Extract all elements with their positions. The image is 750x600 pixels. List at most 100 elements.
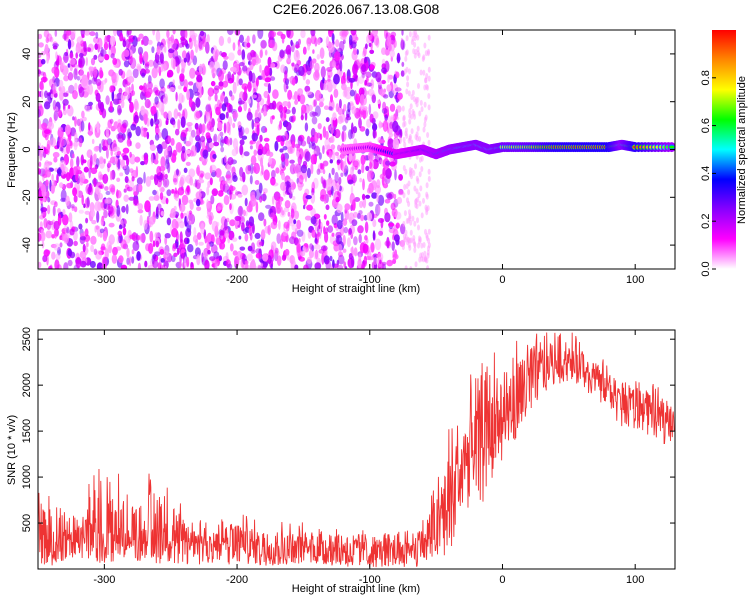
spectrogram-noise-cell [302, 245, 306, 254]
spectrogram-noise-cell [180, 116, 186, 128]
spectrogram-noise-cell [57, 246, 61, 256]
x-tick-label: -100 [359, 274, 381, 286]
spectrogram-noise-cell [53, 89, 57, 95]
spectrogram-noise-cell [314, 249, 319, 260]
spectrogram-noise-cell [297, 88, 304, 96]
spectrogram-noise-cell [150, 105, 157, 115]
spectrogram-noise-cell [192, 55, 198, 66]
spectrogram-noise-cell [388, 222, 395, 227]
spectrogram-noise-cell [40, 229, 44, 236]
spectrogram-noise-cell [187, 244, 194, 253]
spectrogram-noise-cell [385, 168, 392, 179]
spectrogram-noise-cell [175, 142, 183, 153]
spectrogram-noise-cell [116, 150, 122, 156]
spectrogram-noise-cell [66, 144, 71, 155]
spectrogram-noise-cell [275, 203, 282, 214]
spectrogram-noise-cell [346, 86, 352, 92]
spectrogram-noise-cell [396, 105, 402, 113]
spectrogram-noise-cell [206, 34, 210, 44]
spectrogram-noise-cell [228, 116, 233, 127]
spectrogram-noise-cell [122, 39, 127, 48]
spectrogram-noise-cell [386, 259, 394, 267]
spectrogram-noise-cell [131, 249, 135, 255]
spectrogram-noise-cell [247, 245, 253, 252]
spectrogram-noise-cell [250, 155, 257, 166]
spectrogram-noise-cell [134, 100, 140, 112]
spectrogram-noise-cell [120, 239, 127, 249]
spectrogram-noise-cell [181, 68, 185, 74]
spectrogram-noise-cell [413, 41, 417, 48]
spectrogram-noise-cell [322, 169, 326, 175]
spectrogram-noise-cell [420, 242, 424, 249]
spectrogram-noise-cell [159, 248, 165, 255]
spectrogram-noise-cell [175, 91, 178, 102]
spectrogram-noise-cell [408, 68, 411, 75]
spectrogram-noise-cell [203, 248, 209, 260]
spectrogram-noise-cell [239, 62, 245, 67]
spectrogram-noise-cell [280, 64, 286, 73]
spectrogram-noise-cell [123, 164, 127, 170]
spectrogram-noise-cell [249, 61, 254, 71]
spectrogram-noise-cell [196, 74, 203, 83]
spectrogram-noise-cell [136, 65, 142, 72]
spectrogram-noise-cell [85, 217, 89, 224]
spectrogram-noise-cell [232, 42, 236, 51]
spectrogram-noise-cell [223, 122, 227, 134]
spectrogram-noise-cell [373, 256, 378, 266]
spectrogram-noise-cell [209, 164, 217, 173]
spectrogram-noise-cell [351, 219, 358, 227]
spectrogram-noise-cell [247, 164, 252, 172]
spectrogram-noise-cell [188, 81, 194, 86]
spectrogram-noise-cell [308, 249, 314, 259]
y-tick-label: 40 [21, 48, 33, 60]
spectrogram-noise-cell [180, 129, 188, 138]
spectrogram-noise-cell [418, 200, 422, 207]
spectrogram-noise-cell [418, 136, 422, 142]
spectrogram-noise-cell [160, 258, 165, 263]
spectrogram-noise-cell [244, 127, 250, 135]
spectrogram-noise-cell [80, 260, 87, 268]
figure-title: C2E6.2026.067.13.08.G08 [273, 1, 440, 17]
spectrogram-noise-cell [376, 179, 381, 189]
spectrogram-noise-cell [40, 203, 44, 214]
spectrogram-noise-cell [207, 249, 211, 255]
spectrogram-noise-cell [152, 240, 156, 248]
spectrogram-noise-cell [128, 38, 134, 43]
spectrogram-noise-cell [137, 262, 141, 269]
spectrogram-noise-cell [175, 221, 179, 229]
x-tick-label: -200 [226, 574, 248, 586]
spectrogram-noise-cell [118, 224, 123, 230]
spectrogram-noise-cell [349, 193, 355, 205]
spectrogram-noise-cell [38, 261, 42, 269]
spectrogram-noise-cell [320, 176, 324, 184]
spectrogram-noise-cell [219, 131, 224, 137]
spectrogram-noise-cell [69, 52, 74, 59]
spectrogram-noise-cell [276, 255, 282, 266]
spectrogram-noise-cell [38, 42, 44, 48]
spectrogram-noise-cell [346, 237, 351, 248]
spectrogram-noise-cell [165, 120, 169, 125]
spectrogram-noise-cell [411, 35, 415, 42]
spectrogram-noise-cell [69, 58, 76, 65]
spectrogram-noise-cell [162, 250, 170, 258]
spectrogram-noise-cell [311, 111, 318, 117]
spectrogram-noise-cell [116, 189, 119, 199]
spectrogram-noise-cell [139, 233, 146, 243]
spectrogram-noise-cell [200, 173, 204, 178]
spectrogram-noise-cell [97, 99, 102, 110]
spectrogram-noise-cell [390, 115, 395, 120]
colorbar-tick-label: 0.2 [700, 214, 712, 229]
spectrogram-noise-cell [349, 102, 355, 111]
spectrogram-noise-cell [39, 221, 43, 229]
spectrogram-noise-cell [54, 77, 60, 87]
spectrogram-noise-cell [167, 69, 174, 78]
spectrogram-noise-cell [384, 212, 391, 223]
spectrogram-noise-cell [148, 216, 156, 225]
spectrogram-noise-cell [337, 115, 343, 125]
spectrogram-noise-cell [357, 169, 362, 175]
spectrogram-noise-cell [402, 121, 406, 128]
spectrogram-noise-cell [245, 220, 250, 227]
spectrogram-noise-cell [404, 168, 408, 175]
spectrogram-noise-cell [325, 130, 329, 140]
spectrogram-y-label: Frequency (Hz) [6, 112, 18, 188]
